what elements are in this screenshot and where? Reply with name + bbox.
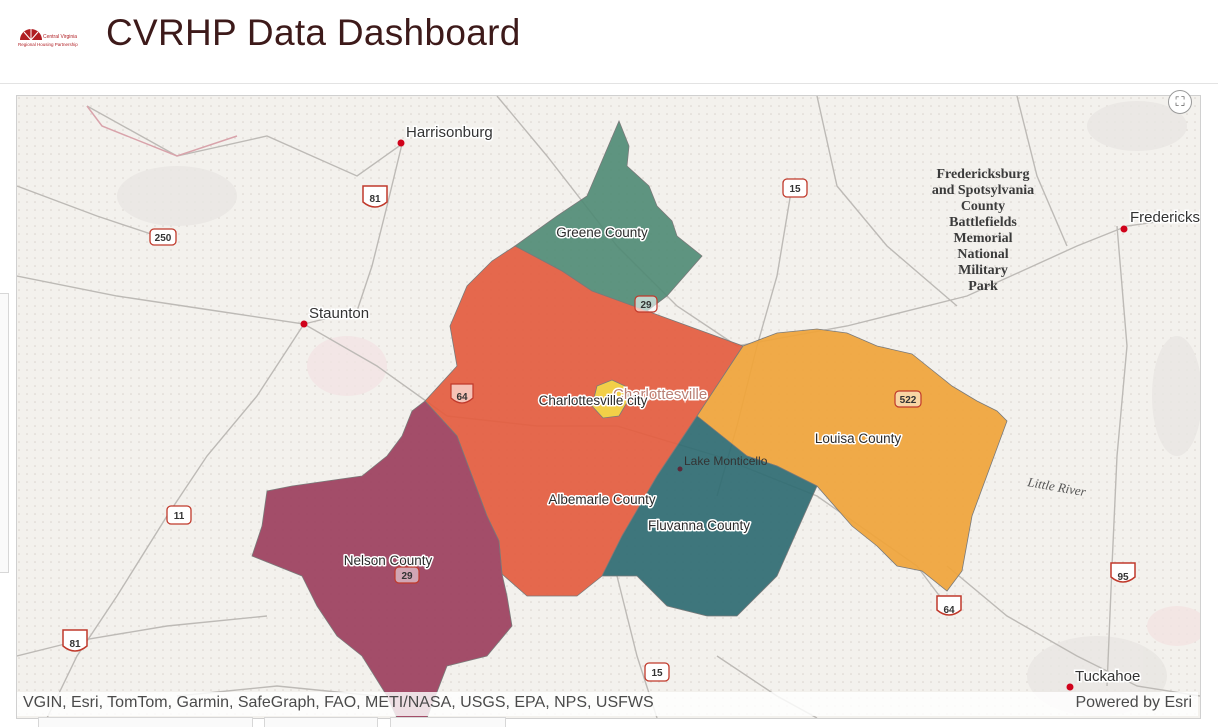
svg-text:64: 64	[943, 605, 955, 616]
map-canvas[interactable]: 81 250 15 29 64 522	[17, 96, 1200, 718]
tuckahoe-marker	[1066, 683, 1074, 691]
svg-text:15: 15	[789, 184, 801, 195]
county-albemarle[interactable]	[424, 245, 744, 597]
powered-by-esri[interactable]: Powered by Esri	[1075, 694, 1193, 711]
harrisonburg-marker	[397, 139, 405, 147]
map-view[interactable]: 81 250 15 29 64 522	[16, 95, 1201, 719]
shield-us522: 522	[894, 390, 922, 408]
label-albemarle: Albemarle County	[548, 492, 656, 507]
fredericksburg-marker	[1120, 225, 1128, 233]
svg-text:64: 64	[456, 392, 468, 403]
shield-us15-south: 15	[644, 662, 670, 682]
harrisonburg-label: Harrisonburg	[406, 124, 493, 141]
route-shields: 81 250 15 29 64 522	[62, 178, 1136, 682]
svg-text:Battlefields: Battlefields	[949, 215, 1017, 230]
lake-monticello-marker	[677, 466, 683, 472]
svg-text:15: 15	[651, 668, 663, 679]
label-nelson: Nelson County	[344, 553, 433, 568]
svg-text:29: 29	[401, 571, 413, 582]
svg-text:81: 81	[69, 639, 81, 650]
label-fluvanna: Fluvanna County	[648, 518, 750, 533]
tuckahoe-label: Tuckahoe	[1075, 668, 1140, 685]
shield-i95: 95	[1110, 562, 1136, 583]
cvrhp-logo: Central Virginia Regional Housing Partne…	[18, 29, 78, 47]
terrain-shading	[117, 101, 1200, 716]
side-panel-tab[interactable]	[0, 293, 9, 573]
svg-text:and Spotsylvania: and Spotsylvania	[932, 183, 1034, 198]
svg-text:County: County	[961, 199, 1005, 214]
label-charlottesville-city: Charlottesville city	[539, 393, 648, 408]
county-greene[interactable]	[514, 119, 703, 312]
bottom-tab-1[interactable]	[38, 717, 253, 727]
county-charlottesville-city[interactable]	[591, 379, 630, 419]
place-labels: Harrisonburg Staunton Fredericksbu Tucka…	[300, 123, 1200, 691]
bottom-tab-3[interactable]	[390, 717, 506, 727]
shield-i64-west: 64	[450, 383, 474, 404]
header-bar: Central Virginia Regional Housing Partne…	[0, 0, 1218, 84]
svg-text:11: 11	[174, 511, 185, 522]
staunton-label: Staunton	[309, 305, 369, 322]
page-title: CVRHP Data Dashboard	[106, 12, 521, 53]
shield-us250: 250	[149, 228, 177, 246]
svg-text:29: 29	[640, 300, 652, 311]
county-nelson[interactable]	[251, 400, 513, 718]
logo-line2: Regional Housing Partnership	[18, 42, 78, 47]
county-fluvanna[interactable]	[601, 415, 818, 617]
attribution-bar: VGIN, Esri, TomTom, Garmin, SafeGraph, F…	[17, 692, 1198, 716]
shield-i81-south: 81	[62, 629, 88, 652]
county-layer	[251, 119, 1008, 718]
shield-i81-north: 81	[362, 185, 388, 208]
svg-text:National: National	[957, 247, 1008, 262]
logo-line1: Central Virginia	[43, 34, 77, 40]
shield-us29-south: 29	[394, 566, 420, 584]
svg-text:Fredericksburg: Fredericksburg	[936, 167, 1029, 182]
svg-text:95: 95	[1117, 572, 1129, 583]
shield-i64-east: 64	[936, 595, 962, 616]
shield-us11: 11	[166, 505, 192, 525]
county-labels: Greene County Albemarle County Charlotte…	[342, 224, 903, 570]
fredericksburg-label: Fredericksbu	[1130, 209, 1200, 226]
attribution-sources: VGIN, Esri, TomTom, Garmin, SafeGraph, F…	[23, 694, 654, 711]
shield-us29-north: 29	[634, 295, 658, 313]
svg-text:Park: Park	[968, 279, 998, 294]
svg-text:Military: Military	[958, 263, 1008, 278]
expand-icon[interactable]: ⛶	[1168, 90, 1192, 114]
state-boundary	[86, 105, 238, 157]
label-louisa: Louisa County	[815, 431, 902, 446]
staunton-marker	[300, 320, 308, 328]
park-label: Fredericksburg and Spotsylvania County B…	[932, 167, 1034, 294]
label-greene: Greene County	[556, 225, 648, 240]
svg-text:250: 250	[155, 233, 172, 244]
charlottesville-label: Charlottesville	[613, 386, 707, 403]
bottom-tab-2[interactable]	[264, 717, 378, 727]
svg-text:Memorial: Memorial	[953, 231, 1012, 246]
svg-text:522: 522	[900, 395, 917, 406]
shield-us15-north: 15	[782, 178, 808, 198]
svg-text:81: 81	[369, 194, 381, 205]
lake-monticello-label: Lake Monticello	[684, 454, 768, 468]
